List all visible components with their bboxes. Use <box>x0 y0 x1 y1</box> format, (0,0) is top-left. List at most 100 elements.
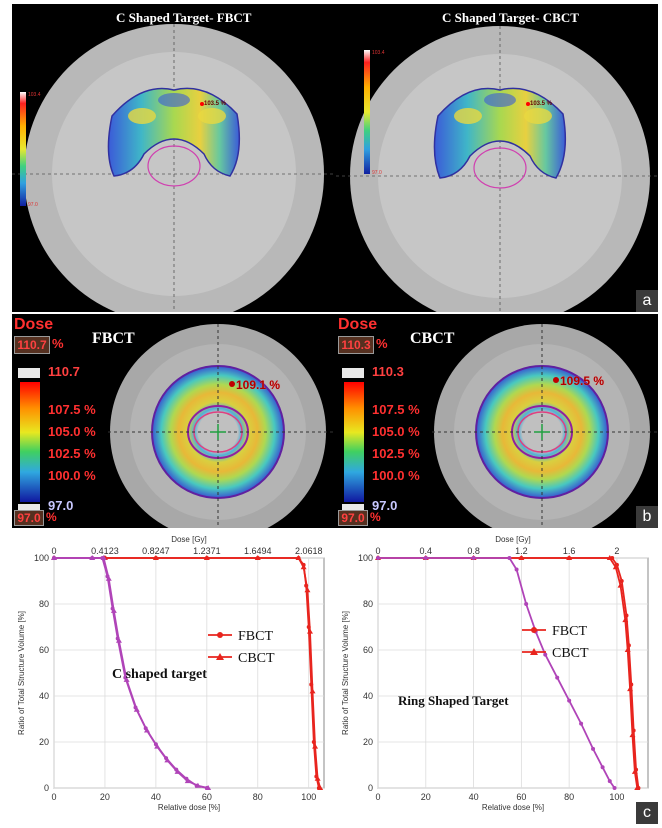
data-point <box>514 567 519 572</box>
x-tick-label: 60 <box>516 792 526 802</box>
x-tick-label: 0 <box>51 792 56 802</box>
top-tick-label: 2 <box>614 546 619 556</box>
panel-a-right-dose-min: 97.0 <box>372 170 382 176</box>
data-point <box>555 675 560 680</box>
data-point <box>600 765 605 770</box>
panel-b-left-tick-3: 102.5 % <box>48 446 96 461</box>
y-tick-label: 40 <box>363 691 373 701</box>
panel-b-left-max-pct: % <box>52 336 64 351</box>
panel-b-right-min-value: 97.0 <box>372 498 398 513</box>
data-point <box>612 786 617 790</box>
y-tick-label: 80 <box>39 599 49 609</box>
data-point <box>100 555 107 560</box>
data-point <box>133 706 140 712</box>
x-tick-label: 20 <box>100 792 110 802</box>
y-tick-label: 0 <box>368 783 373 793</box>
panel-b-right-min-box: 97.0 <box>338 510 368 526</box>
legend-label: FBCT <box>238 629 273 644</box>
data-point <box>154 743 161 749</box>
data-point <box>317 785 324 790</box>
data-point <box>295 555 302 560</box>
panel-a-right-title: C Shaped Target- CBCT <box>442 10 579 25</box>
panel-b-right-title: CBCT <box>410 330 455 347</box>
data-point <box>304 587 311 593</box>
dvh-chart-c-shaped: 0 20 40 60 80 100 0 20 40 60 80 100 0 0.4123 0.8247 1.2… <box>12 530 334 824</box>
x-tick-label: 40 <box>151 792 161 802</box>
ct-slice-b-right <box>342 324 658 528</box>
y-tick-label: 20 <box>39 737 49 747</box>
x-tick-label: 20 <box>421 792 431 802</box>
data-point <box>110 607 117 613</box>
data-point <box>631 768 638 774</box>
data-point <box>184 778 191 784</box>
panel-a-left-dose-max: 103.4 <box>28 92 41 98</box>
data-point <box>591 746 596 751</box>
top-axis-label: Dose [Gy] <box>495 535 531 544</box>
legend-marker <box>531 627 537 633</box>
top-tick-label: 1.2371 <box>193 546 221 556</box>
x-tick-label: 80 <box>564 792 574 802</box>
data-point <box>423 556 428 560</box>
panel-b-left-max-box: 110.7 <box>14 336 50 354</box>
panel-b-left-min-value: 97.0 <box>48 498 74 513</box>
panel-b-left-max-value: 110.7 <box>48 364 80 379</box>
top-tick-label: 1.2 <box>515 546 528 556</box>
data-point <box>309 688 316 694</box>
panel-b-right-max-pct: % <box>376 336 388 351</box>
ct-slice-a-right <box>336 26 658 312</box>
data-point <box>606 555 613 560</box>
x-tick-label: 100 <box>301 792 316 802</box>
data-point <box>627 686 634 692</box>
data-point <box>203 555 210 560</box>
panel-b-left-min-pct: % <box>46 510 57 524</box>
legend-label: CBCT <box>238 651 275 666</box>
x-tick-label: 100 <box>609 792 624 802</box>
panel-b-left-min-box: 97.0 <box>14 510 44 526</box>
top-axis-label: Dose [Gy] <box>171 535 207 544</box>
data-point <box>629 732 636 738</box>
legend-marker <box>217 632 223 638</box>
data-point <box>164 757 171 763</box>
data-point <box>143 727 150 733</box>
top-tick-label: 0.4123 <box>91 546 119 556</box>
panel-b-right-min-pct: % <box>370 510 381 524</box>
top-tick-label: 0.4 <box>420 546 433 556</box>
y-axis-label: Ratio of Total Structure Volume [%] <box>17 611 26 735</box>
legend-label: CBCT <box>552 646 589 661</box>
data-point <box>194 782 201 788</box>
data-point <box>123 676 130 682</box>
y-tick-label: 0 <box>44 783 49 793</box>
data-point <box>306 628 313 634</box>
x-tick-label: 80 <box>253 792 263 802</box>
panel-a-left-hotspot: 103.5 % <box>204 101 227 107</box>
ct-slice-a-left <box>12 24 334 312</box>
top-tick-label: 0 <box>375 546 380 556</box>
panel-b-right-tick-3: 102.5 % <box>372 446 420 461</box>
data-point <box>579 721 584 726</box>
top-tick-label: 2.0618 <box>295 546 323 556</box>
y-tick-label: 40 <box>39 691 49 701</box>
panel-c-label: c <box>636 802 658 824</box>
panel-a: C Shaped Target- FBCT 103.5 % 103.4 97.0… <box>12 4 658 312</box>
legend-marker <box>216 653 224 660</box>
y-tick-label: 100 <box>34 553 49 563</box>
panel-b-right-tick-4: 100.0 % <box>372 468 420 483</box>
data-point <box>314 775 321 781</box>
y-tick-label: 100 <box>358 553 373 563</box>
x-tick-label: 60 <box>202 792 212 802</box>
data-point <box>624 647 631 652</box>
data-point <box>543 652 548 657</box>
data-point <box>89 555 96 560</box>
data-point <box>51 555 57 560</box>
legend-label: FBCT <box>552 624 587 639</box>
panel-a-left-dose-min: 97.0 <box>28 202 38 208</box>
dvh-chart-ring-shaped: 0 20 40 60 80 100 0 20 40 60 80 100 0 0.4 0.8 1.2 1.6 2 Do… <box>336 530 658 824</box>
data-point <box>507 556 512 560</box>
panel-b-right-max-box: 110.3 <box>338 336 374 354</box>
data-point <box>567 698 572 703</box>
y-tick-label: 20 <box>363 737 373 747</box>
plot-area <box>377 557 649 789</box>
panel-b-right-image: Dose 110.3 % 110.3 107.5 % 105.0 % 102.5… <box>336 314 658 528</box>
panel-b-left-title: FBCT <box>92 330 135 347</box>
data-point <box>105 575 112 581</box>
